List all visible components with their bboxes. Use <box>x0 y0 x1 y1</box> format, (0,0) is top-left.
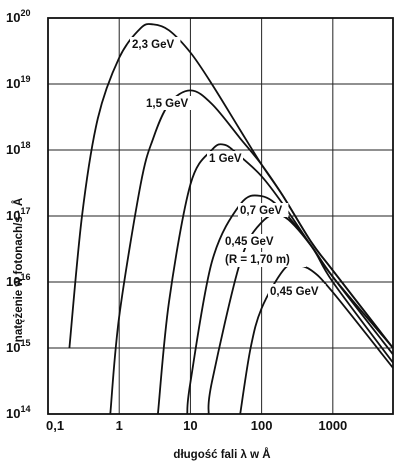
series-line <box>109 89 394 415</box>
series-annotation: (R = 1,70 m) <box>225 254 290 266</box>
x-tick-labels: 0,1 1 10 100 1000 <box>46 418 347 433</box>
annotation-background <box>144 96 195 110</box>
series-annotation: 1,5 GeV <box>146 98 189 110</box>
y-tick-label: 1016 <box>6 272 30 289</box>
y-axis-label: natężenie w fotonach/s · Å <box>12 198 25 342</box>
annotation-background <box>130 37 181 51</box>
annotation-background <box>223 234 281 248</box>
y-tick-label: 1019 <box>6 74 30 91</box>
x-axis-label: długość fali λ w Å <box>173 448 270 461</box>
grid <box>48 18 393 414</box>
series-annotation: 0,45 GeV <box>270 286 319 298</box>
x-tick-label: 0,1 <box>46 418 64 433</box>
y-tick-labels: 1014 1015 1016 1017 1018 1019 1020 <box>6 8 30 421</box>
series-annotation: 1 GeV <box>209 153 242 165</box>
annotations: 2,3 GeV 1,5 GeV 1 GeV 0,7 GeV 0,45 GeV (R = 1… <box>130 37 326 298</box>
annotation-background <box>238 203 289 217</box>
y-tick-label: 1015 <box>6 338 30 355</box>
y-tick-label: 1017 <box>6 206 30 223</box>
y-tick-label: 1014 <box>6 404 30 421</box>
plot-frame <box>47 17 394 415</box>
x-tick-label: 1 <box>116 418 123 433</box>
y-tick-label: 1020 <box>6 8 30 25</box>
x-tick-label: 10 <box>183 418 197 433</box>
series-annotation: 0,45 GeV <box>225 236 274 248</box>
annotation-background <box>207 151 243 165</box>
series-annotation: 0,7 GeV <box>240 205 283 217</box>
series-line <box>186 194 394 415</box>
x-tick-label: 100 <box>251 418 273 433</box>
series-annotation: 2,3 GeV <box>132 39 175 51</box>
annotation-background <box>222 252 306 267</box>
y-tick-label: 1018 <box>6 140 30 157</box>
annotation-background <box>268 284 326 298</box>
x-tick-label: 1000 <box>318 418 347 433</box>
curves <box>68 23 394 415</box>
